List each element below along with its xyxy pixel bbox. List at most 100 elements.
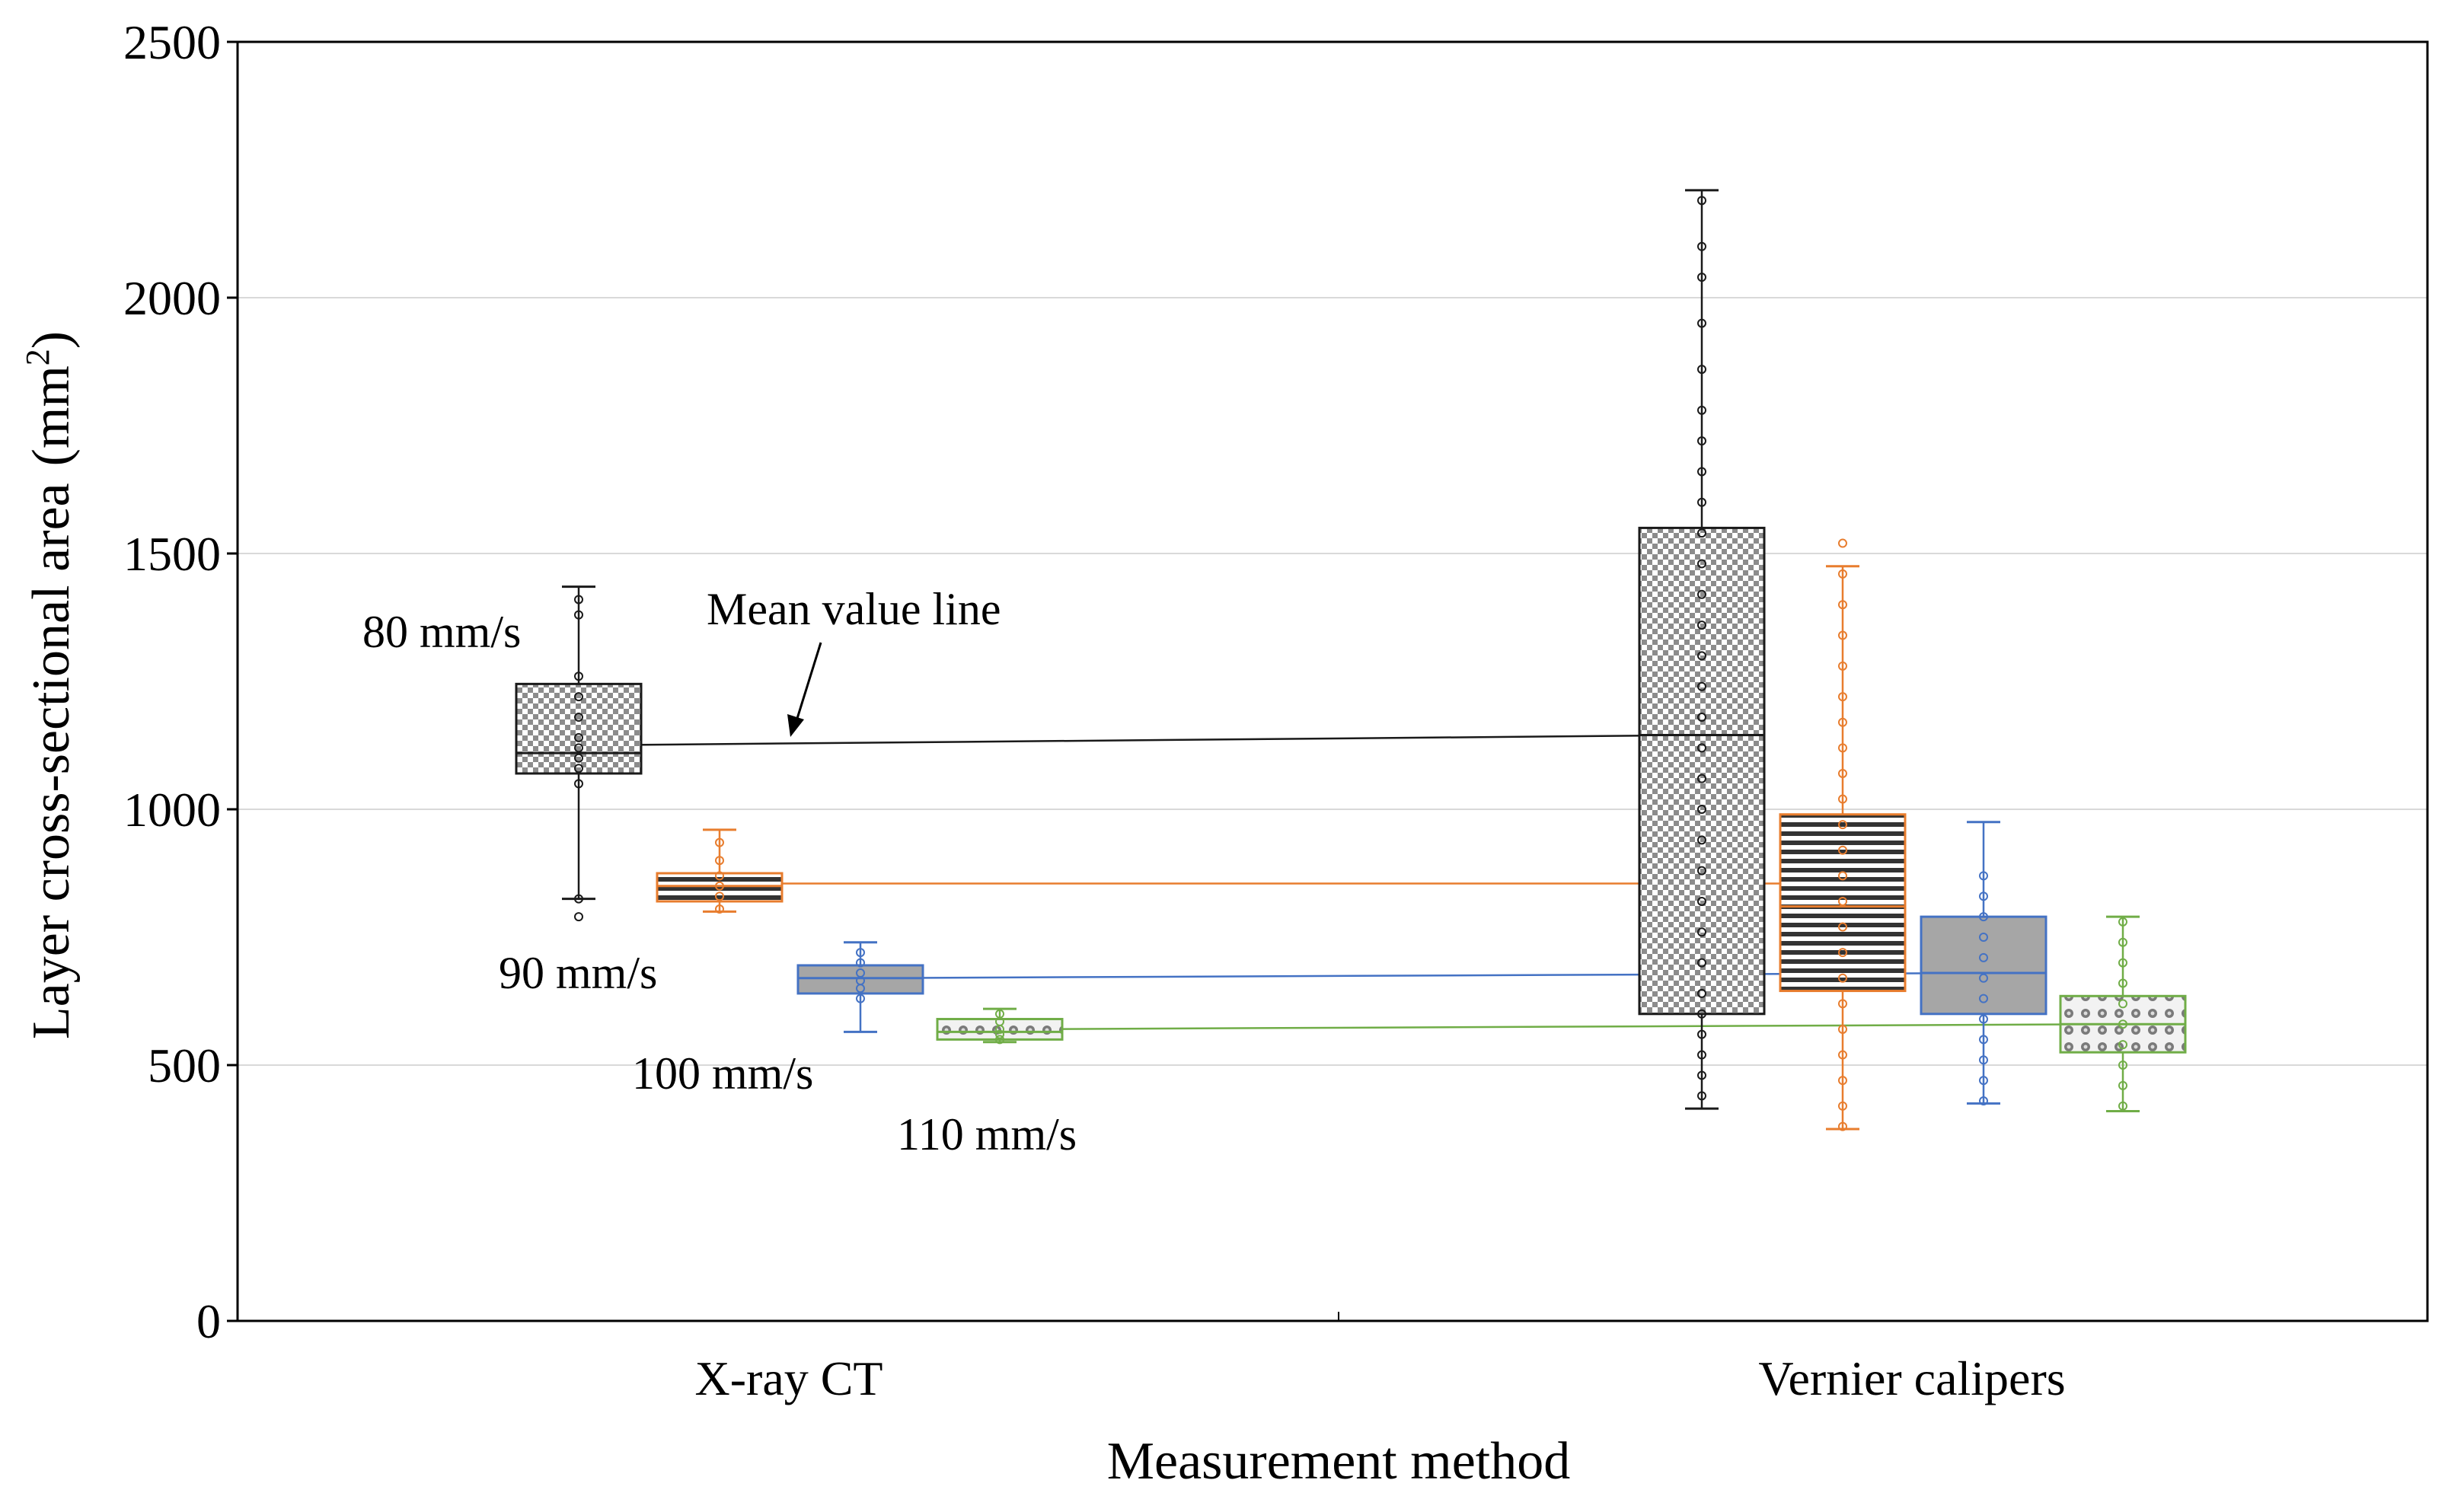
data-point <box>2118 1080 2127 1090</box>
data-point <box>715 881 724 891</box>
y-axis-title-text: Layer cross-sectional area <box>22 483 81 1039</box>
data-point <box>1838 794 1847 804</box>
data-point <box>1697 528 1706 538</box>
data-point <box>1838 600 1847 610</box>
data-point <box>1838 871 1847 881</box>
data-point <box>1697 589 1706 599</box>
data-point <box>1979 933 1988 942</box>
data-point <box>1979 952 1988 962</box>
data-point <box>1838 896 1847 906</box>
data-point <box>1697 958 1706 968</box>
x-axis-title: Measurement method <box>1107 1432 1570 1491</box>
data-point <box>1979 1076 1988 1086</box>
annotation-mean-value-line: Mean value line <box>707 584 1001 634</box>
mean-value-line-arrow <box>787 642 822 737</box>
data-point <box>2118 917 2127 927</box>
box-100-mm-s-0 <box>796 941 924 1033</box>
data-point <box>995 1029 1004 1039</box>
box-iqr <box>656 872 784 903</box>
data-point <box>1697 927 1706 937</box>
data-point <box>1838 538 1847 548</box>
data-point <box>2118 1019 2127 1029</box>
data-point <box>1838 717 1847 727</box>
data-point <box>1697 774 1706 783</box>
data-point <box>574 753 583 763</box>
data-point <box>856 948 865 958</box>
data-point <box>715 837 724 847</box>
data-point <box>1697 805 1706 814</box>
data-point <box>1697 467 1706 477</box>
data-point <box>1838 820 1847 830</box>
box-plots <box>515 189 2187 1131</box>
data-point <box>2118 999 2127 1009</box>
data-point <box>574 671 583 681</box>
data-point <box>1697 559 1706 569</box>
data-point <box>1697 436 1706 446</box>
data-point <box>1697 743 1706 753</box>
y-axis-title-superscript: 2 <box>19 349 56 365</box>
box-iqr <box>1920 915 2047 1016</box>
box-110-mm-s-1 <box>2059 915 2187 1112</box>
data-point <box>1697 273 1706 282</box>
data-point <box>574 713 583 723</box>
data-point <box>1838 1024 1847 1034</box>
data-point <box>1697 1091 1706 1101</box>
box-iqr <box>515 682 643 775</box>
data-point <box>1979 973 1988 983</box>
data-point <box>1697 1029 1706 1039</box>
y-tick-label: 1000 <box>123 783 221 837</box>
data-point <box>2118 937 2127 947</box>
data-point <box>856 968 865 978</box>
data-point <box>1697 896 1706 906</box>
data-point <box>1697 988 1706 998</box>
box-iqr <box>1779 813 1907 993</box>
data-point <box>995 1009 1004 1019</box>
data-point <box>1697 241 1706 251</box>
data-point <box>715 904 724 914</box>
data-point <box>574 764 583 774</box>
y-axis-title-unit: (mm <box>22 365 81 466</box>
data-point <box>1697 1050 1706 1060</box>
plot-area-border <box>236 40 2429 1322</box>
data-point <box>1838 630 1847 640</box>
x-axis-ticks: X-ray CT Vernier calipers <box>694 1312 2066 1405</box>
data-point <box>1979 912 1988 922</box>
box-100-mm-s-1 <box>1920 821 2047 1106</box>
data-point <box>574 894 583 904</box>
box-80-mm-s-0 <box>515 585 643 922</box>
y-tick-label: 2500 <box>123 15 221 69</box>
data-point <box>1838 1101 1847 1111</box>
data-point <box>995 1035 1004 1045</box>
data-point <box>574 610 583 620</box>
data-point <box>574 732 583 742</box>
data-point <box>1979 1035 1988 1045</box>
data-point <box>1838 569 1847 579</box>
data-point <box>1697 196 1706 206</box>
data-point <box>715 892 724 901</box>
data-point <box>1838 661 1847 671</box>
data-point <box>1979 892 1988 901</box>
data-point <box>574 595 583 604</box>
data-point <box>574 912 583 922</box>
y-tick-label: 1500 <box>123 527 221 581</box>
data-point <box>1697 866 1706 876</box>
data-point <box>1838 845 1847 855</box>
box-iqr <box>1638 526 1766 1016</box>
data-point <box>715 871 724 881</box>
data-point <box>1838 999 1847 1009</box>
annotation-100-mm-s: 100 mm/s <box>632 1048 813 1099</box>
data-point <box>1979 1014 1988 1024</box>
data-point <box>1697 318 1706 328</box>
data-point <box>1979 1055 1988 1065</box>
data-point <box>715 856 724 866</box>
annotation-80-mm-s: 80 mm/s <box>362 607 521 657</box>
data-point <box>1979 994 1988 1003</box>
y-axis-title: Layer cross-sectional area (mm2) <box>19 331 81 1039</box>
x-tick-label: X-ray CT <box>694 1351 883 1405</box>
gridlines <box>238 297 2427 1066</box>
annotation-110-mm-s: 110 mm/s <box>897 1109 1077 1160</box>
y-tick-label: 500 <box>148 1038 221 1093</box>
data-point <box>1697 1070 1706 1080</box>
